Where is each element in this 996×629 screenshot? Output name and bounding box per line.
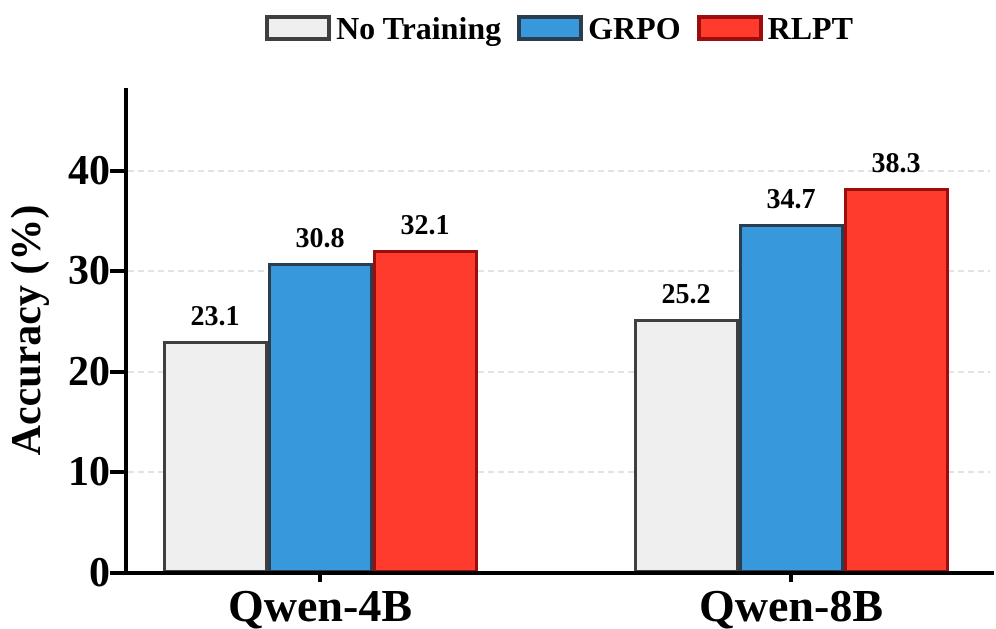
legend-label-no-training: No Training: [336, 10, 502, 46]
bar-value-label-rlpt-qwen-4b: 32.1: [400, 210, 450, 241]
gridline-40: [128, 169, 990, 172]
bar-value-label-grpo-qwen-8b: 34.7: [766, 183, 816, 215]
bar-value-label-no-training-qwen-8b: 25.2: [661, 279, 711, 311]
y-tick-label-20: 20: [68, 348, 110, 395]
legend-swatch-rlpt-icon: [696, 15, 763, 41]
legend-item-no-training: No Training: [265, 12, 501, 44]
legend-swatch-no-training-icon: [265, 15, 332, 41]
gridline-20: [128, 370, 990, 373]
legend-item-rlpt: RLPT: [696, 10, 853, 46]
bar-no-training-qwen-4b: [162, 340, 268, 573]
y-axis-line: [124, 88, 128, 573]
bar-value-label-no-training-qwen-4b: 23.1: [190, 300, 240, 332]
x-axis-category-label-qwen-8b: Qwen-8B: [699, 580, 883, 629]
y-axis-title: Accuracy (%): [4, 204, 50, 456]
legend: No Training GRPO RLPT: [128, 12, 990, 44]
legend-label-rlpt: RLPT: [767, 10, 853, 46]
bar-grpo-qwen-8b: [738, 223, 844, 573]
y-tick-20: [110, 369, 124, 374]
gridline-10: [128, 471, 990, 474]
legend-swatch-grpo-icon: [517, 15, 584, 41]
bar-rlpt-qwen-4b: [372, 250, 478, 573]
bar-rlpt-qwen-8b: [843, 187, 949, 573]
y-tick-label-0: 0: [89, 550, 110, 596]
y-tick-label-40: 40: [68, 147, 110, 194]
x-axis-category-label-qwen-4b: Qwen-4B: [228, 580, 412, 629]
y-tick-label-10: 10: [68, 449, 110, 496]
y-tick-label-30: 30: [68, 248, 110, 295]
x-tick-qwen-8b: [789, 575, 793, 582]
gridline-30: [128, 270, 990, 273]
bar-value-label-rlpt-qwen-8b: 38.3: [871, 147, 921, 179]
y-tick-10: [110, 470, 124, 475]
legend-label-grpo: GRPO: [588, 10, 681, 46]
y-tick-40: [110, 168, 124, 173]
y-tick-30: [110, 269, 124, 274]
x-tick-qwen-4b: [318, 575, 322, 582]
legend-item-grpo: GRPO: [517, 10, 681, 46]
x-axis-line: [124, 571, 994, 575]
bar-no-training-qwen-8b: [633, 319, 739, 573]
plot-area: 0 10 20 30 40 23.1 30.8 32.1 Qwen-4B 25.2 34.7 38.3…: [68, 88, 994, 629]
y-tick-0: [110, 571, 124, 575]
bar-value-label-grpo-qwen-4b: 30.8: [295, 223, 345, 255]
